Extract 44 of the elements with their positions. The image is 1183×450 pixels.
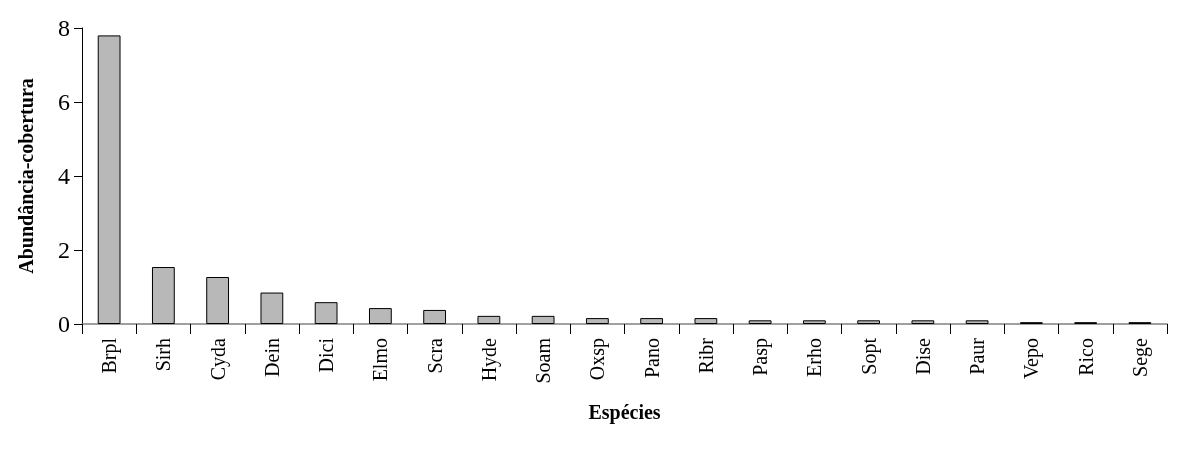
bar <box>368 308 392 324</box>
y-tick-label: 6 <box>58 89 70 115</box>
bar <box>748 320 772 324</box>
y-tick-label: 8 <box>58 15 70 41</box>
y-axis-title: Abundância-cobertura <box>15 78 37 274</box>
y-tick-label: 0 <box>58 311 70 337</box>
x-tick-label: Elmo <box>369 338 392 382</box>
bar <box>206 277 230 324</box>
bar <box>640 318 664 324</box>
bar <box>151 267 175 324</box>
x-tick-label: Pasp <box>749 338 773 376</box>
bar <box>314 302 338 324</box>
x-tick-label: Vepo <box>1020 338 1044 380</box>
bar <box>802 320 826 324</box>
x-tick-label: Brpl <box>98 337 122 374</box>
x-tick-label: Oxsp <box>586 338 610 381</box>
x-tick-label: Rico <box>1074 338 1097 376</box>
bar <box>477 315 501 324</box>
x-axis-title: Espécies <box>588 401 661 424</box>
bar <box>585 318 609 324</box>
bar <box>423 309 447 324</box>
x-tick-label: Scra <box>423 337 446 374</box>
bar <box>965 320 989 324</box>
x-tick-label: Ribr <box>694 337 717 374</box>
x-tick-label: Dein <box>260 338 283 377</box>
bar <box>694 318 718 324</box>
x-tick-label: Hyde <box>477 337 501 382</box>
x-tick-label: Soam <box>532 337 555 384</box>
x-tick-label: Dici <box>315 337 338 373</box>
bar <box>97 35 121 324</box>
x-tick-label: Paur <box>966 337 989 375</box>
y-tick-label: 4 <box>58 163 70 189</box>
x-tick-label: Sopt <box>857 337 881 375</box>
x-tick-label: Sege <box>1128 337 1152 377</box>
x-tick-label: Cyda <box>206 337 230 381</box>
x-tick-label: Sirh <box>152 338 175 372</box>
bar <box>531 315 555 324</box>
bar <box>911 320 935 324</box>
y-tick-label: 2 <box>58 237 70 263</box>
x-tick-label: Pano <box>640 338 663 378</box>
bar <box>857 320 881 324</box>
x-tick-label: Dise <box>911 337 934 375</box>
x-tick-label: Erho <box>803 338 826 377</box>
bar <box>260 292 284 324</box>
